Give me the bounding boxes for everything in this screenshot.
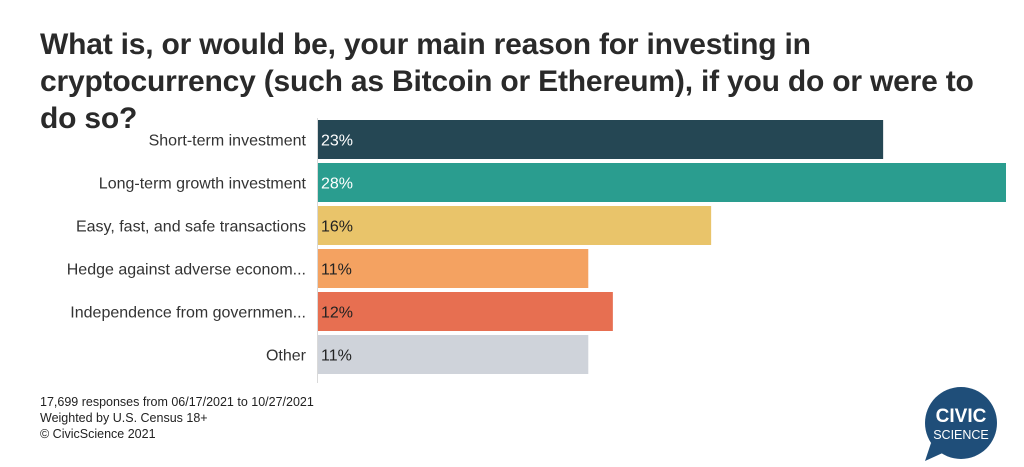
data-label: 28% [321, 176, 353, 193]
logo-civic-text: CIVIC [936, 406, 987, 427]
category-label: Short-term investment [149, 133, 307, 150]
data-label: 23% [321, 133, 353, 150]
data-label: 11% [321, 262, 352, 279]
bar [318, 249, 589, 288]
footer-responses: 17,699 responses from 06/17/2021 to 10/2… [40, 395, 314, 409]
civicscience-logo: CIVIC SCIENCE [925, 387, 997, 461]
category-label: Independence from governmen... [70, 305, 306, 322]
logo-science-text: SCIENCE [933, 428, 989, 442]
data-label: 12% [321, 305, 353, 322]
footer-notes: 17,699 responses from 06/17/2021 to 10/2… [40, 394, 314, 442]
bar [318, 120, 884, 159]
bar [318, 206, 712, 245]
bar [318, 335, 589, 374]
category-label: Hedge against adverse econom... [67, 262, 306, 279]
category-label: Other [266, 348, 307, 365]
chart-title: What is, or would be, your main reason f… [40, 28, 974, 135]
data-label: 16% [321, 219, 353, 236]
category-label: Long-term growth investment [99, 176, 307, 193]
bars-group: Short-term investment 23% Long-term growth… [67, 120, 1006, 374]
bar [318, 163, 1006, 202]
footer-copyright: © CivicScience 2021 [40, 427, 156, 441]
data-label: 11% [321, 348, 352, 365]
footer-weighting: Weighted by U.S. Census 18+ [40, 411, 208, 425]
bar [318, 292, 613, 331]
category-label: Easy, fast, and safe transactions [76, 219, 306, 236]
